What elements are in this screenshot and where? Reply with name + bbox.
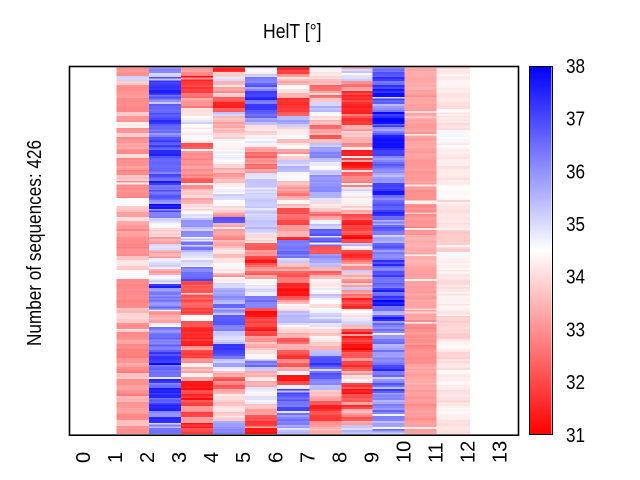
svg-text:10: 10	[394, 441, 416, 463]
svg-text:35: 35	[566, 214, 585, 236]
svg-text:36: 36	[566, 161, 585, 183]
svg-text:11: 11	[426, 442, 448, 463]
svg-text:5: 5	[233, 452, 255, 463]
svg-text:HelT [°]: HelT [°]	[263, 21, 322, 43]
svg-text:4: 4	[201, 452, 223, 463]
svg-text:1: 1	[105, 452, 127, 463]
svg-text:33: 33	[566, 319, 585, 341]
svg-text:32: 32	[566, 372, 585, 394]
svg-text:9: 9	[361, 452, 383, 463]
svg-text:12: 12	[458, 441, 480, 463]
svg-text:38: 38	[566, 56, 585, 78]
svg-text:13: 13	[490, 441, 512, 463]
svg-text:7: 7	[297, 452, 319, 463]
svg-text:6: 6	[265, 452, 287, 463]
svg-text:Number of sequences: 426: Number of sequences: 426	[24, 140, 46, 346]
svg-text:3: 3	[169, 452, 191, 463]
svg-text:31: 31	[566, 425, 585, 447]
svg-text:0: 0	[73, 452, 95, 463]
svg-text:2: 2	[137, 452, 159, 463]
svg-text:34: 34	[566, 267, 585, 289]
svg-text:8: 8	[329, 452, 351, 463]
svg-text:37: 37	[566, 109, 585, 131]
